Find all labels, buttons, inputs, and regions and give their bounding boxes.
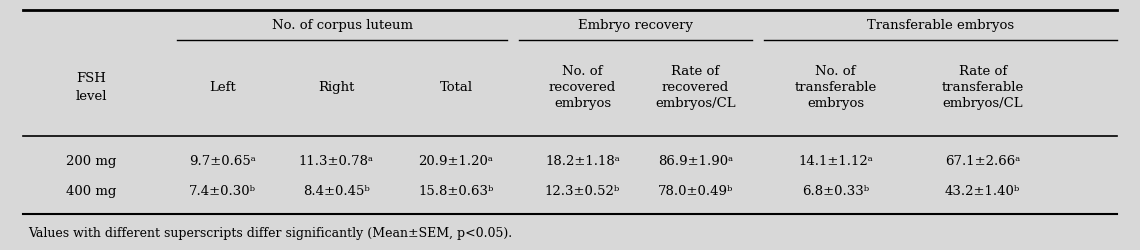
Text: Total: Total <box>439 81 473 94</box>
Text: Right: Right <box>318 81 355 94</box>
Text: 200 mg: 200 mg <box>66 155 116 168</box>
Text: 12.3±0.52ᵇ: 12.3±0.52ᵇ <box>545 185 620 198</box>
Text: 20.9±1.20ᵃ: 20.9±1.20ᵃ <box>418 155 494 168</box>
Text: 11.3±0.78ᵃ: 11.3±0.78ᵃ <box>299 155 374 168</box>
Text: No. of
recovered
embryos: No. of recovered embryos <box>549 65 616 110</box>
Text: Rate of
recovered
embryos/CL: Rate of recovered embryos/CL <box>656 65 735 110</box>
Text: 43.2±1.40ᵇ: 43.2±1.40ᵇ <box>945 185 1020 198</box>
Text: FSH
level: FSH level <box>75 72 107 103</box>
Text: 86.9±1.90ᵃ: 86.9±1.90ᵃ <box>658 155 733 168</box>
Text: 9.7±0.65ᵃ: 9.7±0.65ᵃ <box>189 155 255 168</box>
Text: Embryo recovery: Embryo recovery <box>578 18 693 32</box>
Text: 7.4±0.30ᵇ: 7.4±0.30ᵇ <box>189 185 255 198</box>
Text: 67.1±2.66ᵃ: 67.1±2.66ᵃ <box>945 155 1020 168</box>
Text: Values with different superscripts differ significantly (Mean±SEM, p<0.05).: Values with different superscripts diffe… <box>28 227 513 240</box>
Text: 6.8±0.33ᵇ: 6.8±0.33ᵇ <box>803 185 869 198</box>
Text: Transferable embryos: Transferable embryos <box>866 18 1015 32</box>
Text: Rate of
transferable
embryos/CL: Rate of transferable embryos/CL <box>942 65 1024 110</box>
Text: 78.0±0.49ᵇ: 78.0±0.49ᵇ <box>658 185 733 198</box>
Text: No. of corpus luteum: No. of corpus luteum <box>271 18 413 32</box>
Text: No. of
transferable
embryos: No. of transferable embryos <box>795 65 877 110</box>
Text: Left: Left <box>209 81 236 94</box>
Text: 15.8±0.63ᵇ: 15.8±0.63ᵇ <box>418 185 494 198</box>
Text: 18.2±1.18ᵃ: 18.2±1.18ᵃ <box>545 155 620 168</box>
Text: 14.1±1.12ᵃ: 14.1±1.12ᵃ <box>798 155 873 168</box>
Text: 8.4±0.45ᵇ: 8.4±0.45ᵇ <box>303 185 369 198</box>
Text: 400 mg: 400 mg <box>66 185 116 198</box>
